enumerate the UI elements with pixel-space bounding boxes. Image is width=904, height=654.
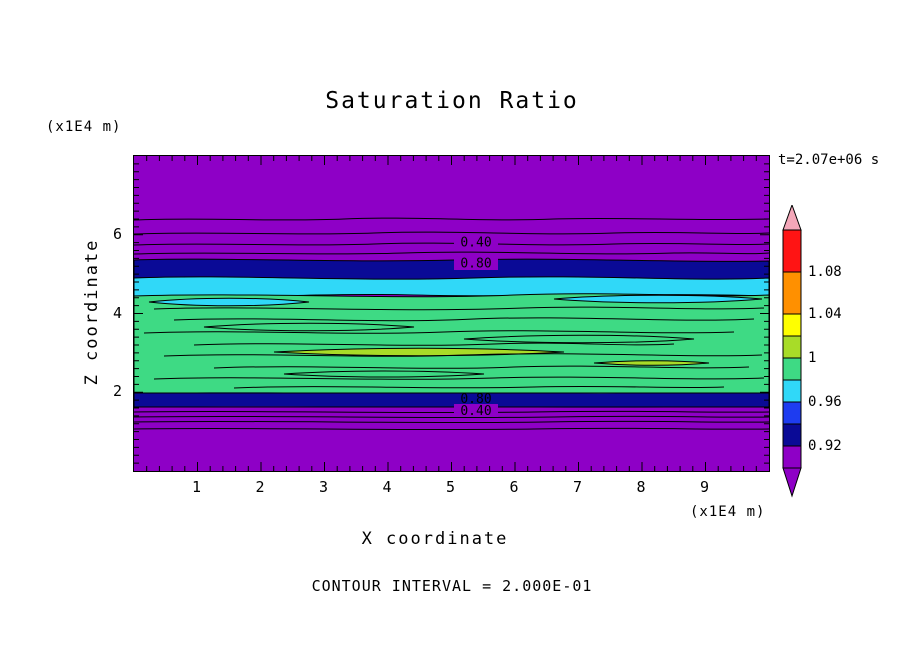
contour-label-upper-040: 0.40 bbox=[460, 236, 491, 251]
band-navy-lower bbox=[133, 391, 770, 409]
x-tick-label: 1 bbox=[191, 478, 202, 496]
colorbar-tick-label: 1 bbox=[808, 350, 817, 366]
colorbar-tick-label: 1.08 bbox=[808, 264, 842, 280]
colorbar-tick-label: 1.04 bbox=[808, 306, 842, 322]
colorbar-tick-label: 0.96 bbox=[808, 394, 842, 410]
contour-label-upper-080: 0.80 bbox=[460, 257, 491, 272]
plot-area: 0.40 0.80 0.80 0.40 bbox=[133, 155, 770, 472]
x-axis-unit-label: (x1E4 m) bbox=[690, 504, 766, 520]
colorbar-segment bbox=[782, 271, 802, 315]
colorbar-segment bbox=[782, 357, 802, 381]
colorbar-segment bbox=[782, 423, 802, 447]
y-axis-title: Z coordinate bbox=[82, 238, 102, 386]
lower-contour-lines bbox=[133, 410, 770, 431]
x-tick-label: 2 bbox=[255, 478, 265, 496]
x-tick-label: 3 bbox=[318, 478, 329, 496]
colorbar bbox=[782, 205, 802, 498]
colorbar-segment bbox=[782, 335, 802, 359]
contour-interval-caption: CONTOUR INTERVAL = 2.000E-01 bbox=[311, 577, 593, 595]
contour-value-labels: 0.40 0.80 0.80 0.40 bbox=[454, 235, 498, 419]
interior-contour-lines bbox=[143, 306, 765, 389]
label-mask bbox=[454, 256, 498, 270]
y-tick-label: 2 bbox=[112, 382, 122, 401]
colorbar-segment bbox=[782, 401, 802, 425]
label-mask bbox=[454, 235, 498, 249]
y-tick-label: 6 bbox=[112, 224, 122, 243]
colorbar-segment bbox=[782, 379, 802, 403]
y-axis-unit-label: (x1E4 m) bbox=[46, 119, 122, 135]
x-axis-title: X coordinate bbox=[361, 529, 509, 549]
contour-label-lower-080: 0.80 bbox=[460, 392, 491, 407]
colorbar-segment bbox=[782, 205, 802, 231]
colorbar-segment bbox=[782, 467, 802, 498]
contour-label-lower-040: 0.40 bbox=[460, 404, 491, 419]
colorbar-segment bbox=[782, 313, 802, 337]
x-tick-label: 8 bbox=[636, 478, 646, 496]
y-tick-label: 4 bbox=[112, 303, 122, 322]
contour-field: 0.40 0.80 0.80 0.40 bbox=[133, 156, 770, 471]
x-tick-label: 5 bbox=[445, 478, 456, 496]
colorbar-tick-label: 0.92 bbox=[808, 438, 842, 454]
colorbar-segment bbox=[782, 445, 802, 469]
x-tick-label: 7 bbox=[572, 478, 583, 496]
cyan-lenses bbox=[148, 294, 763, 307]
label-mask bbox=[454, 404, 498, 417]
x-tick-label: 9 bbox=[699, 478, 710, 496]
x-tick-label: 6 bbox=[509, 478, 519, 496]
chart-title: Saturation Ratio bbox=[325, 88, 579, 114]
axis-ticks bbox=[134, 156, 769, 471]
time-annotation: t=2.07e+06 s bbox=[778, 152, 880, 168]
colorbar-segment bbox=[782, 229, 802, 273]
x-tick-label: 4 bbox=[382, 478, 392, 496]
